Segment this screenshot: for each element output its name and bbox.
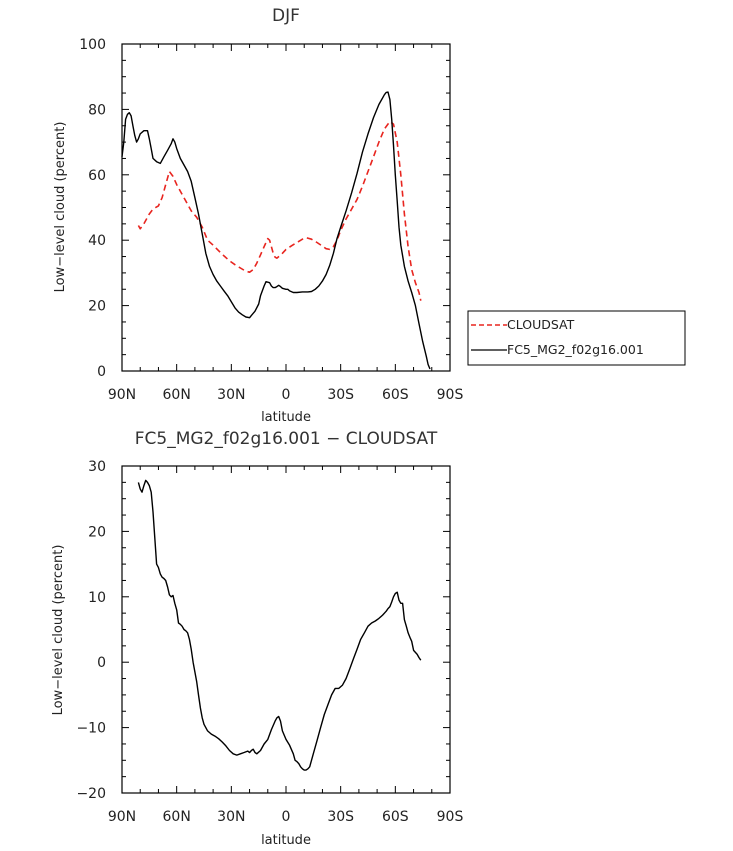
y-tick-label: 100: [79, 37, 106, 53]
y-tick-label: 10: [88, 590, 106, 606]
y-axis-label: Low−level cloud (percent): [53, 122, 68, 293]
series-group: [137, 479, 422, 771]
axis-ticks: [121, 43, 451, 372]
y-tick-labels: −20 −10 0 10 20 30: [76, 459, 106, 802]
x-tick-label: 90S: [437, 809, 464, 825]
x-tick-label: 30N: [217, 809, 245, 825]
series-line-fc5-mg2-f02g16-001: [121, 91, 431, 370]
series-group: [121, 91, 431, 370]
legend-label-cloudsat: CLOUDSAT: [507, 317, 575, 332]
chart-title: DJF: [272, 6, 300, 26]
y-tick-label: 40: [88, 233, 106, 249]
axis-ticks: [121, 465, 451, 794]
djf-panel: DJF 0 20 40 60 80 100 90N 60N 30N 0 30S 60S 90S lat…: [53, 6, 463, 425]
y-tick-label: 30: [88, 459, 106, 475]
x-tick-label: 30S: [327, 809, 354, 825]
legend: CLOUDSAT FC5_MG2_f02g16.001: [467, 310, 686, 366]
y-tick-label: 60: [88, 168, 106, 184]
x-tick-label: 0: [282, 809, 291, 825]
x-tick-label: 60N: [163, 809, 191, 825]
plot-frame: [121, 43, 451, 372]
x-tick-label: 90S: [437, 387, 464, 403]
y-axis-label: Low−level cloud (percent): [51, 545, 66, 716]
y-tick-label: 20: [88, 299, 106, 315]
x-axis-label: latitude: [261, 833, 311, 848]
legend-label-model: FC5_MG2_f02g16.001: [507, 342, 644, 357]
y-tick-label: −20: [76, 786, 106, 802]
x-tick-label: 60S: [382, 387, 409, 403]
x-tick-label: 90N: [108, 387, 136, 403]
y-tick-label: 0: [97, 655, 106, 671]
y-tick-label: 20: [88, 524, 106, 540]
legend-box: [467, 310, 686, 366]
y-tick-labels: 0 20 40 60 80 100: [79, 37, 106, 380]
difference-panel: FC5_MG2_f02g16.001 − CLOUDSAT −20 −10 0 10 2…: [51, 429, 463, 848]
x-tick-label: 60N: [163, 387, 191, 403]
x-tick-label: 60S: [382, 809, 409, 825]
x-tick-label: 0: [282, 387, 291, 403]
x-tick-labels: 90N 60N 30N 0 30S 60S 90S: [108, 387, 464, 403]
y-tick-label: 80: [88, 102, 106, 118]
plot-frame: [121, 465, 451, 794]
chart-title: FC5_MG2_f02g16.001 − CLOUDSAT: [135, 429, 438, 449]
y-tick-label: −10: [76, 721, 106, 737]
x-tick-labels: 90N 60N 30N 0 30S 60S 90S: [108, 809, 464, 825]
x-tick-label: 30S: [327, 387, 354, 403]
x-tick-label: 90N: [108, 809, 136, 825]
x-axis-label: latitude: [261, 410, 311, 425]
y-tick-label: 0: [97, 364, 106, 380]
series-line-cloudsat: [137, 120, 422, 301]
x-tick-label: 30N: [217, 387, 245, 403]
series-line-difference: [137, 479, 422, 771]
